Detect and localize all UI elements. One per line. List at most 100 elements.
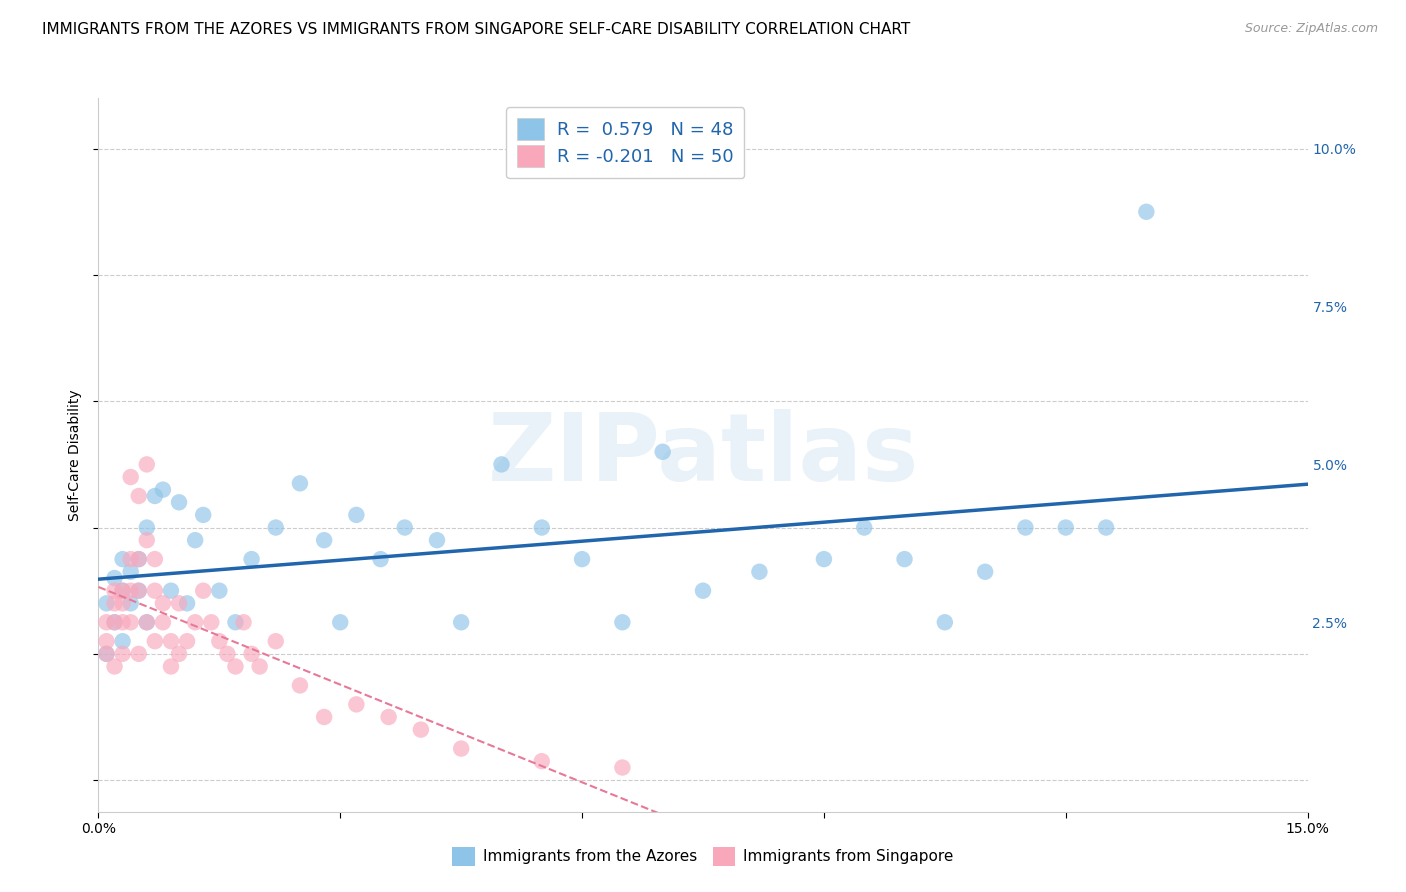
Point bbox=[96, 647, 118, 661]
Point bbox=[530, 754, 553, 768]
Point bbox=[128, 552, 150, 566]
Point bbox=[748, 565, 770, 579]
Point bbox=[450, 615, 472, 630]
Point bbox=[128, 583, 150, 598]
Point bbox=[103, 615, 125, 630]
Point bbox=[651, 444, 673, 458]
Point bbox=[103, 571, 125, 585]
Point bbox=[103, 583, 125, 598]
Point bbox=[450, 741, 472, 756]
Point bbox=[111, 583, 134, 598]
Point bbox=[128, 583, 150, 598]
Y-axis label: Self-Care Disability: Self-Care Disability bbox=[69, 389, 83, 521]
Point bbox=[176, 634, 198, 648]
Point bbox=[103, 659, 125, 673]
Point bbox=[491, 458, 513, 472]
Point bbox=[160, 659, 183, 673]
Point bbox=[143, 634, 166, 648]
Point bbox=[288, 476, 311, 491]
Text: Source: ZipAtlas.com: Source: ZipAtlas.com bbox=[1244, 22, 1378, 36]
Point bbox=[530, 520, 553, 534]
Point bbox=[96, 596, 118, 610]
Point bbox=[135, 533, 157, 548]
Point bbox=[1135, 204, 1157, 219]
Point bbox=[111, 615, 134, 630]
Point bbox=[208, 634, 231, 648]
Point bbox=[370, 552, 392, 566]
Point bbox=[111, 634, 134, 648]
Point bbox=[160, 583, 183, 598]
Point bbox=[612, 615, 634, 630]
Point bbox=[200, 615, 222, 630]
Point bbox=[135, 615, 157, 630]
Point bbox=[692, 583, 714, 598]
Point bbox=[426, 533, 449, 548]
Point bbox=[314, 533, 336, 548]
Point bbox=[1095, 520, 1118, 534]
Point bbox=[934, 615, 956, 630]
Point bbox=[249, 659, 271, 673]
Point bbox=[193, 583, 215, 598]
Point bbox=[240, 552, 263, 566]
Point bbox=[240, 647, 263, 661]
Point bbox=[217, 647, 239, 661]
Point bbox=[152, 615, 174, 630]
Point bbox=[232, 615, 254, 630]
Point bbox=[111, 583, 134, 598]
Point bbox=[111, 552, 134, 566]
Point bbox=[111, 647, 134, 661]
Point bbox=[571, 552, 593, 566]
Point bbox=[143, 583, 166, 598]
Point bbox=[152, 483, 174, 497]
Point bbox=[224, 659, 246, 673]
Point bbox=[167, 596, 190, 610]
Point bbox=[103, 615, 125, 630]
Point bbox=[135, 615, 157, 630]
Point bbox=[612, 760, 634, 774]
Point bbox=[96, 615, 118, 630]
Point bbox=[184, 615, 207, 630]
Point bbox=[329, 615, 352, 630]
Point bbox=[344, 698, 367, 712]
Point bbox=[135, 520, 157, 534]
Point bbox=[152, 596, 174, 610]
Point bbox=[974, 565, 997, 579]
Point bbox=[167, 647, 190, 661]
Point bbox=[893, 552, 915, 566]
Point bbox=[184, 533, 207, 548]
Point bbox=[128, 552, 150, 566]
Point bbox=[176, 596, 198, 610]
Point bbox=[128, 647, 150, 661]
Point bbox=[128, 489, 150, 503]
Point bbox=[160, 634, 183, 648]
Point bbox=[1054, 520, 1077, 534]
Point bbox=[96, 634, 118, 648]
Point bbox=[264, 634, 287, 648]
Point bbox=[853, 520, 876, 534]
Point bbox=[120, 615, 142, 630]
Point bbox=[120, 596, 142, 610]
Point bbox=[288, 678, 311, 692]
Point bbox=[111, 596, 134, 610]
Point bbox=[120, 565, 142, 579]
Point bbox=[96, 647, 118, 661]
Point bbox=[1014, 520, 1036, 534]
Point bbox=[143, 552, 166, 566]
Point bbox=[813, 552, 835, 566]
Point bbox=[103, 596, 125, 610]
Point bbox=[120, 470, 142, 484]
Point bbox=[224, 615, 246, 630]
Point bbox=[120, 552, 142, 566]
Point bbox=[409, 723, 432, 737]
Point bbox=[167, 495, 190, 509]
Point bbox=[264, 520, 287, 534]
Point bbox=[314, 710, 336, 724]
Point bbox=[377, 710, 399, 724]
Point bbox=[344, 508, 367, 522]
Text: IMMIGRANTS FROM THE AZORES VS IMMIGRANTS FROM SINGAPORE SELF-CARE DISABILITY COR: IMMIGRANTS FROM THE AZORES VS IMMIGRANTS… bbox=[42, 22, 911, 37]
Point bbox=[143, 489, 166, 503]
Point bbox=[208, 583, 231, 598]
Point bbox=[394, 520, 416, 534]
Point bbox=[193, 508, 215, 522]
Text: ZIPatlas: ZIPatlas bbox=[488, 409, 918, 501]
